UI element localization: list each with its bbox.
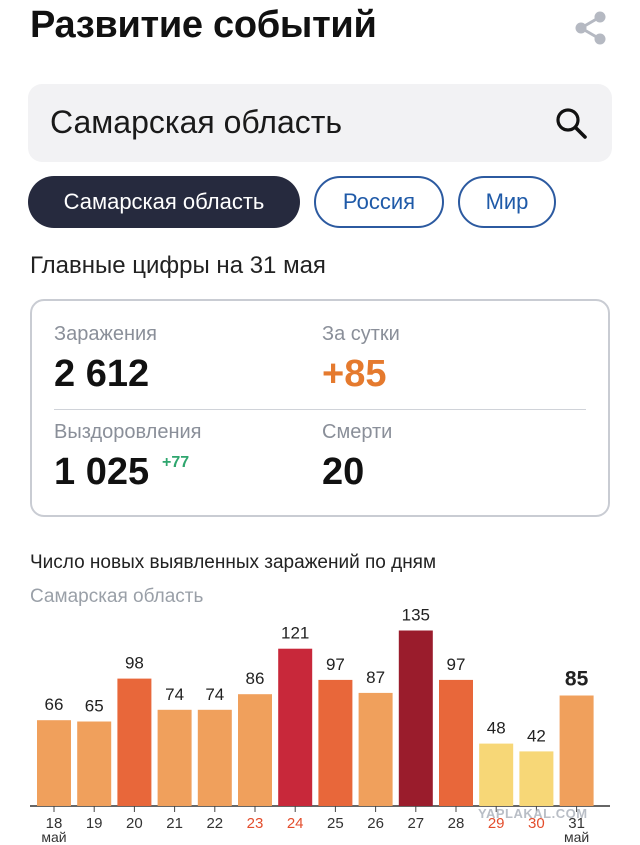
tick-label-19: 19 (86, 815, 103, 832)
infections-label: Заражения (54, 323, 157, 345)
month-label-first: май (41, 829, 66, 845)
tick-label-26: 26 (367, 815, 384, 832)
bar-25[interactable] (318, 679, 353, 806)
share-icon[interactable] (570, 8, 610, 48)
search-input[interactable]: Самарская область (50, 104, 343, 140)
bar-18[interactable] (37, 720, 71, 806)
deaths-value: 20 (322, 451, 365, 493)
bar-label-18: 66 (45, 695, 64, 714)
bar-label-22: 74 (205, 685, 224, 704)
infections-value: 2 612 (54, 353, 150, 395)
tick-label-30: 30 (528, 815, 545, 832)
bar-label-26: 87 (366, 668, 385, 687)
daily-label: За сутки (322, 323, 400, 345)
tick-label-28: 28 (448, 815, 465, 832)
page-title: Развитие событий (30, 4, 377, 46)
chart-region: Самарская область (30, 586, 204, 607)
tick-label-24: 24 (287, 815, 304, 832)
recoveries-label: Выздоровления (54, 421, 202, 443)
bar-label-31: 85 (565, 668, 589, 691)
watermark: YAPLAKAL.COM (478, 806, 588, 821)
new-cases-chart: 66 18 65 19 98 20 74 21 74 22 86 23 121 24 97 25 87 26 135… (30, 606, 610, 845)
bar-21[interactable] (157, 709, 192, 806)
month-label-last: май (564, 829, 589, 845)
search-box[interactable]: Самарская область (28, 84, 612, 162)
summary-card: Заражения 2 612 За сутки +85 Выздоровлен… (30, 299, 610, 517)
deaths-label: Смерти (322, 421, 393, 443)
tick-label-23: 23 (247, 815, 264, 832)
bar-label-28: 97 (447, 655, 466, 674)
bar-28[interactable] (439, 679, 473, 806)
bar-label-23: 86 (246, 669, 265, 688)
bar-label-24: 121 (281, 624, 309, 643)
bar-label-25: 97 (326, 655, 345, 674)
tab-samara-region[interactable]: Самарская область (28, 176, 300, 228)
recoveries-value: 1 025 (54, 451, 150, 493)
tick-label-21: 21 (166, 815, 183, 832)
card-divider (54, 409, 586, 410)
tick-label-29: 29 (488, 815, 505, 832)
bar-20[interactable] (117, 678, 152, 806)
search-icon[interactable] (554, 106, 588, 140)
bar-29[interactable] (479, 743, 514, 806)
tab-russia[interactable]: Россия (314, 176, 444, 228)
bar-30[interactable] (519, 751, 554, 806)
bar-27[interactable] (398, 630, 433, 807)
bar-24[interactable] (278, 648, 313, 806)
bar-label-20: 98 (125, 654, 144, 673)
bar-label-30: 42 (527, 726, 546, 745)
bar-label-19: 65 (85, 697, 104, 716)
chart-title: Число новых выявленных заражений по дням (30, 552, 437, 573)
tick-label-27: 27 (407, 815, 424, 832)
bar-23[interactable] (238, 694, 272, 806)
tick-label-20: 20 (126, 815, 143, 832)
tick-label-31: 31 (568, 815, 585, 832)
tab-world[interactable]: Мир (458, 176, 556, 228)
bar-label-27: 135 (402, 606, 430, 625)
tick-label-22: 22 (206, 815, 223, 832)
bar-label-29: 48 (487, 719, 506, 738)
bar-19[interactable] (77, 721, 112, 807)
tick-label-18: 18 (46, 815, 63, 832)
recoveries-delta: +77 (162, 454, 190, 471)
tick-label-25: 25 (327, 815, 344, 832)
summary-heading: Главные цифры на 31 мая (30, 252, 326, 279)
bar-26[interactable] (358, 692, 393, 806)
daily-value: +85 (322, 353, 387, 395)
bar-31[interactable] (559, 695, 594, 807)
bar-label-21: 74 (165, 685, 184, 704)
bar-22[interactable] (197, 709, 232, 806)
